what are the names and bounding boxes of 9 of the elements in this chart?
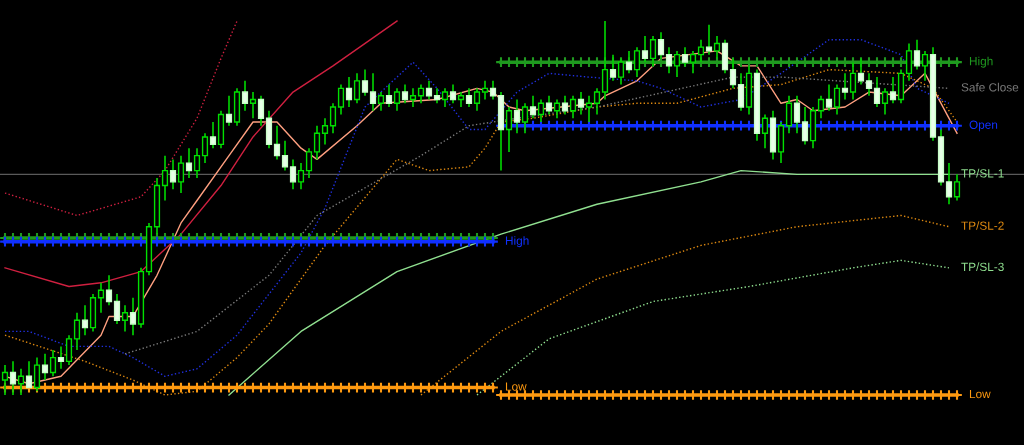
series-label: Open bbox=[969, 120, 998, 132]
series-label: TP/SL-1 bbox=[961, 168, 1004, 178]
series-label: TP/SL-3 bbox=[961, 262, 1004, 272]
series-label: High bbox=[969, 56, 993, 68]
series-label: TP/SL-2 bbox=[961, 221, 1004, 230]
series-label: Low bbox=[505, 382, 527, 391]
series-label: High bbox=[505, 236, 529, 248]
series-label: Safe Close bbox=[961, 82, 1019, 92]
series-label: Low bbox=[969, 389, 991, 399]
